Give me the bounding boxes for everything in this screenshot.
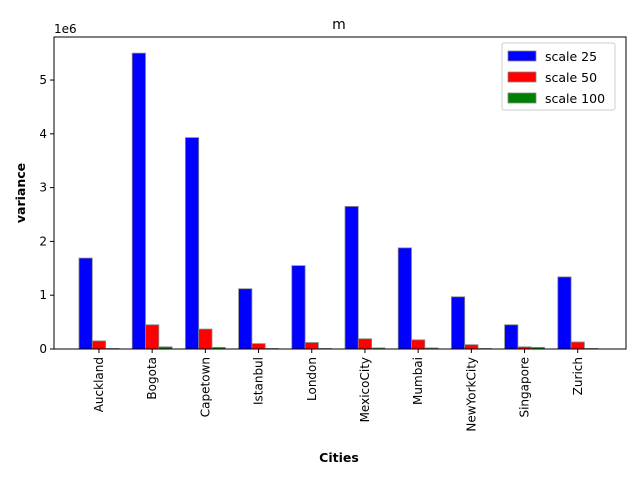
legend-label: scale 100 [545, 91, 605, 106]
bar-scale-25-london [291, 265, 306, 350]
y-axis-title: variance [13, 163, 28, 223]
bar-scale-50-newyorkcity [464, 344, 479, 350]
legend-swatch-scale-25 [507, 50, 537, 62]
x-tick-label: Bogota [145, 357, 159, 400]
bar-scale-50-mexicocity [357, 338, 372, 350]
bar-scale-50-auckland [91, 340, 107, 350]
bar-scale-50-zurich [570, 341, 585, 350]
bar-scale-25-mexicocity [344, 206, 359, 350]
axes-frame [53, 36, 627, 350]
x-tick-label: NewYorkCity [464, 357, 478, 432]
x-tick-label: Zurich [571, 357, 585, 395]
y-tick-label: 5 [39, 73, 47, 87]
y-tick-label: 3 [39, 181, 47, 195]
bar-scale-50-bogota [145, 324, 160, 350]
x-tick-label: Mumbai [411, 357, 425, 405]
y-tick-label: 4 [39, 127, 47, 141]
legend: scale 25 scale 50 scale 100 [501, 42, 616, 111]
legend-swatch-scale-100 [507, 92, 537, 104]
plot-area: 0 1 2 3 4 5 Auckland Bogota Capetown Istanbul Lond… [39, 36, 627, 432]
bar-scale-25-singapore [504, 324, 519, 350]
legend-swatch-scale-50 [507, 71, 537, 83]
bar-scale-25-newyorkcity [450, 296, 466, 350]
legend-label: scale 50 [545, 70, 597, 85]
bar-scale-50-london [304, 342, 319, 350]
y-tick-label: 0 [39, 342, 47, 356]
bar-scale-50-capetown [198, 328, 213, 350]
chart-title: m [332, 17, 346, 33]
bar-scale-25-istanbul [238, 288, 253, 350]
x-tick-label: Auckland [92, 357, 106, 412]
x-tick-label: London [305, 357, 319, 401]
legend-label: scale 25 [545, 49, 597, 64]
bar-scale-25-auckland [78, 257, 93, 350]
x-tick-label: Capetown [198, 357, 212, 417]
x-tick-label: Istanbul [252, 357, 266, 405]
bar-scale-25-mumbai [397, 247, 412, 350]
x-tick-label: Singapore [518, 357, 532, 418]
bar-scale-50-mumbai [411, 339, 426, 350]
y-tick-label: 1 [39, 288, 47, 302]
bar-scale-25-capetown [184, 137, 200, 350]
bar-scale-25-zurich [557, 276, 572, 350]
bar-scale-50-istanbul [251, 343, 266, 350]
bar-scale-25-bogota [131, 52, 146, 350]
y-tick-label: 2 [39, 234, 47, 248]
x-axis-title: Cities [319, 450, 359, 465]
y-offset-text: 1e6 [54, 22, 77, 36]
x-tick-label: MexicoCity [358, 357, 372, 422]
